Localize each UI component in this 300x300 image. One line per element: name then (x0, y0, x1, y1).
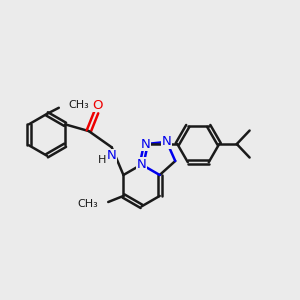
Text: N: N (162, 135, 172, 148)
Text: N: N (141, 137, 151, 151)
Text: O: O (92, 99, 103, 112)
Text: CH₃: CH₃ (77, 199, 98, 209)
Text: N: N (107, 149, 117, 162)
Text: CH₃: CH₃ (68, 100, 89, 110)
Text: H: H (98, 155, 106, 165)
Text: N: N (137, 158, 146, 171)
